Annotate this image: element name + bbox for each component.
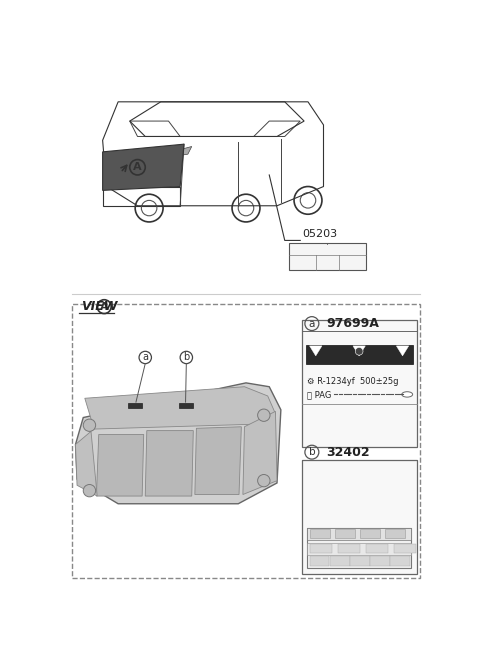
Bar [338,544,360,553]
Text: VIEW: VIEW [81,300,118,313]
Polygon shape [96,434,144,496]
Bar [350,556,370,566]
Bar [179,403,192,407]
Circle shape [83,485,96,497]
Polygon shape [195,427,241,495]
Bar [302,460,417,574]
Bar [385,529,405,538]
Polygon shape [85,387,276,429]
Bar [72,304,420,578]
Circle shape [258,474,270,487]
Text: ⯪ PAG: ⯪ PAG [307,390,332,399]
Bar [307,543,411,555]
Text: a: a [142,352,148,363]
Polygon shape [178,146,192,155]
Polygon shape [243,411,277,495]
Polygon shape [310,346,322,356]
Text: a: a [309,319,315,329]
Bar [394,544,416,553]
Bar [311,544,332,553]
Bar [310,556,329,566]
Bar [288,243,366,270]
Circle shape [83,419,96,432]
Text: b: b [183,352,190,363]
Text: 97699A: 97699A [326,317,380,330]
Ellipse shape [402,392,413,397]
Bar [307,527,411,540]
Bar [366,544,388,553]
Circle shape [355,348,363,355]
Polygon shape [75,432,97,496]
Bar [335,529,355,538]
Text: 05203: 05203 [302,229,337,239]
Text: b: b [309,447,315,457]
Text: ⚙ R-1234yf  500±25g: ⚙ R-1234yf 500±25g [307,377,399,386]
Text: A: A [100,302,108,312]
Bar [360,529,380,538]
Polygon shape [145,430,193,496]
Text: A: A [133,162,142,173]
Bar [128,403,142,407]
Polygon shape [396,346,409,356]
Bar [330,556,349,566]
Polygon shape [353,346,365,356]
Polygon shape [75,383,281,504]
Bar [370,556,390,566]
Bar [311,529,330,538]
Bar [307,527,411,567]
Bar [390,556,410,566]
Text: 32402: 32402 [326,445,370,459]
Circle shape [258,409,270,421]
Polygon shape [103,144,184,190]
Bar [306,345,413,363]
Bar [302,319,417,447]
